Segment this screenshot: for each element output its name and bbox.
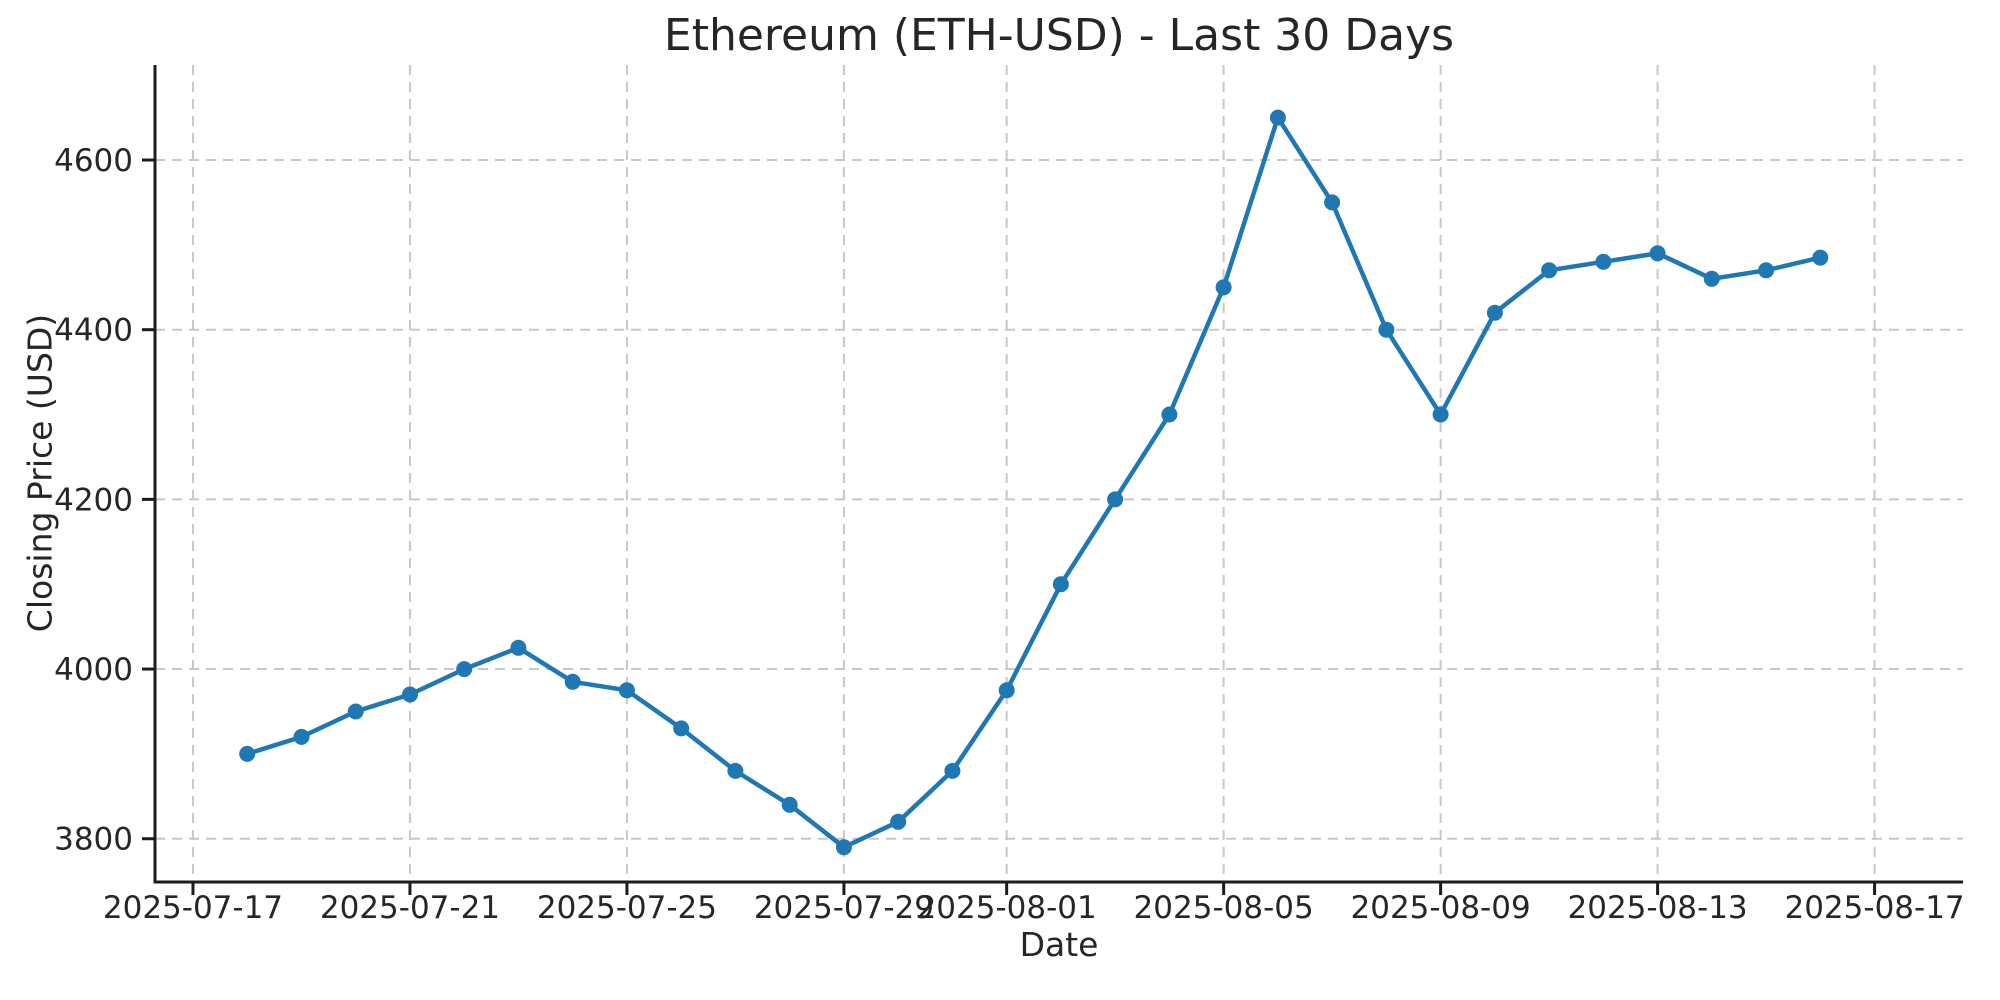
data-point xyxy=(1052,576,1069,593)
x-tick-label: 2025-07-29 xyxy=(754,890,934,926)
data-point xyxy=(1269,109,1286,126)
data-point xyxy=(1595,253,1612,270)
chart-title: Ethereum (ETH-USD) - Last 30 Days xyxy=(663,10,1455,61)
data-point xyxy=(293,728,310,745)
data-point xyxy=(402,686,418,703)
data-point xyxy=(1107,491,1124,508)
x-tick-label: 2025-08-17 xyxy=(1784,890,1964,926)
data-point xyxy=(347,703,364,720)
data-point xyxy=(239,745,256,762)
price-line xyxy=(244,115,1823,850)
data-point xyxy=(1541,262,1558,279)
x-tick-label: 2025-08-05 xyxy=(1134,890,1314,926)
data-point xyxy=(890,813,907,830)
data-point xyxy=(1703,270,1720,287)
data-point xyxy=(944,762,961,779)
x-tick-label: 2025-08-01 xyxy=(917,890,1097,926)
data-point xyxy=(835,839,852,856)
y-tick-label: 4200 xyxy=(54,482,133,518)
data-point xyxy=(456,661,473,678)
x-axis-title: Date xyxy=(1019,925,1099,964)
data-point xyxy=(1432,406,1449,423)
x-tick-label: 2025-07-21 xyxy=(320,890,500,926)
y-tick-label: 3800 xyxy=(54,822,133,858)
y-axis-title: Closing Price (USD) xyxy=(20,313,60,633)
data-point xyxy=(998,682,1015,699)
data-point xyxy=(1161,406,1178,423)
data-point xyxy=(727,762,744,779)
data-point xyxy=(564,673,581,690)
data-point xyxy=(618,682,635,699)
data-point xyxy=(1812,249,1829,266)
x-tick-label: 2025-07-17 xyxy=(103,890,283,926)
data-point xyxy=(1324,194,1341,211)
data-point xyxy=(1649,245,1666,262)
x-tick-label: 2025-07-25 xyxy=(537,890,717,926)
data-point xyxy=(1758,262,1775,279)
data-point xyxy=(673,720,690,737)
y-tick-label: 4000 xyxy=(54,652,133,688)
x-tick-label: 2025-08-13 xyxy=(1568,890,1748,926)
y-tick-label: 4600 xyxy=(54,143,133,179)
data-point xyxy=(1378,321,1395,338)
data-point xyxy=(510,639,527,656)
data-point xyxy=(1215,279,1232,296)
y-tick-label: 4400 xyxy=(54,313,133,349)
data-point xyxy=(1486,304,1503,321)
data-point xyxy=(781,796,798,813)
x-tick-label: 2025-08-09 xyxy=(1351,890,1531,926)
